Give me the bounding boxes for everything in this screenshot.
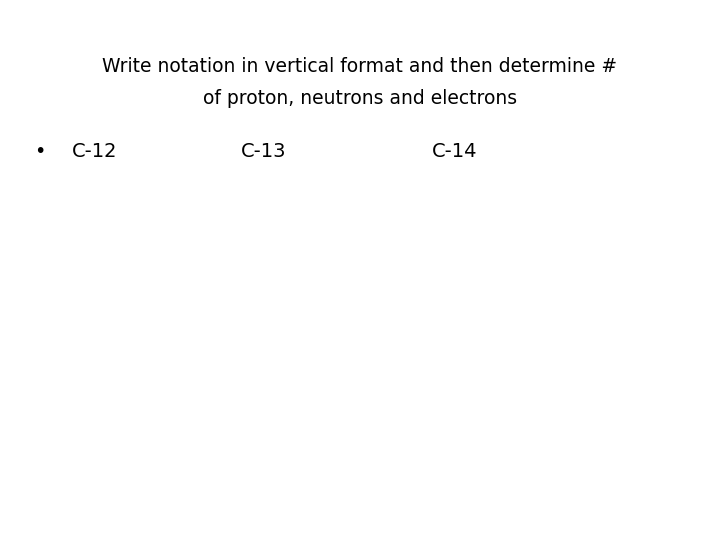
Text: •: • <box>34 141 45 161</box>
Text: C-12: C-12 <box>72 141 117 161</box>
Text: C-14: C-14 <box>432 141 477 161</box>
Text: C-13: C-13 <box>241 141 287 161</box>
Text: of proton, neutrons and electrons: of proton, neutrons and electrons <box>203 89 517 108</box>
Text: Write notation in vertical format and then determine #: Write notation in vertical format and th… <box>102 57 618 76</box>
